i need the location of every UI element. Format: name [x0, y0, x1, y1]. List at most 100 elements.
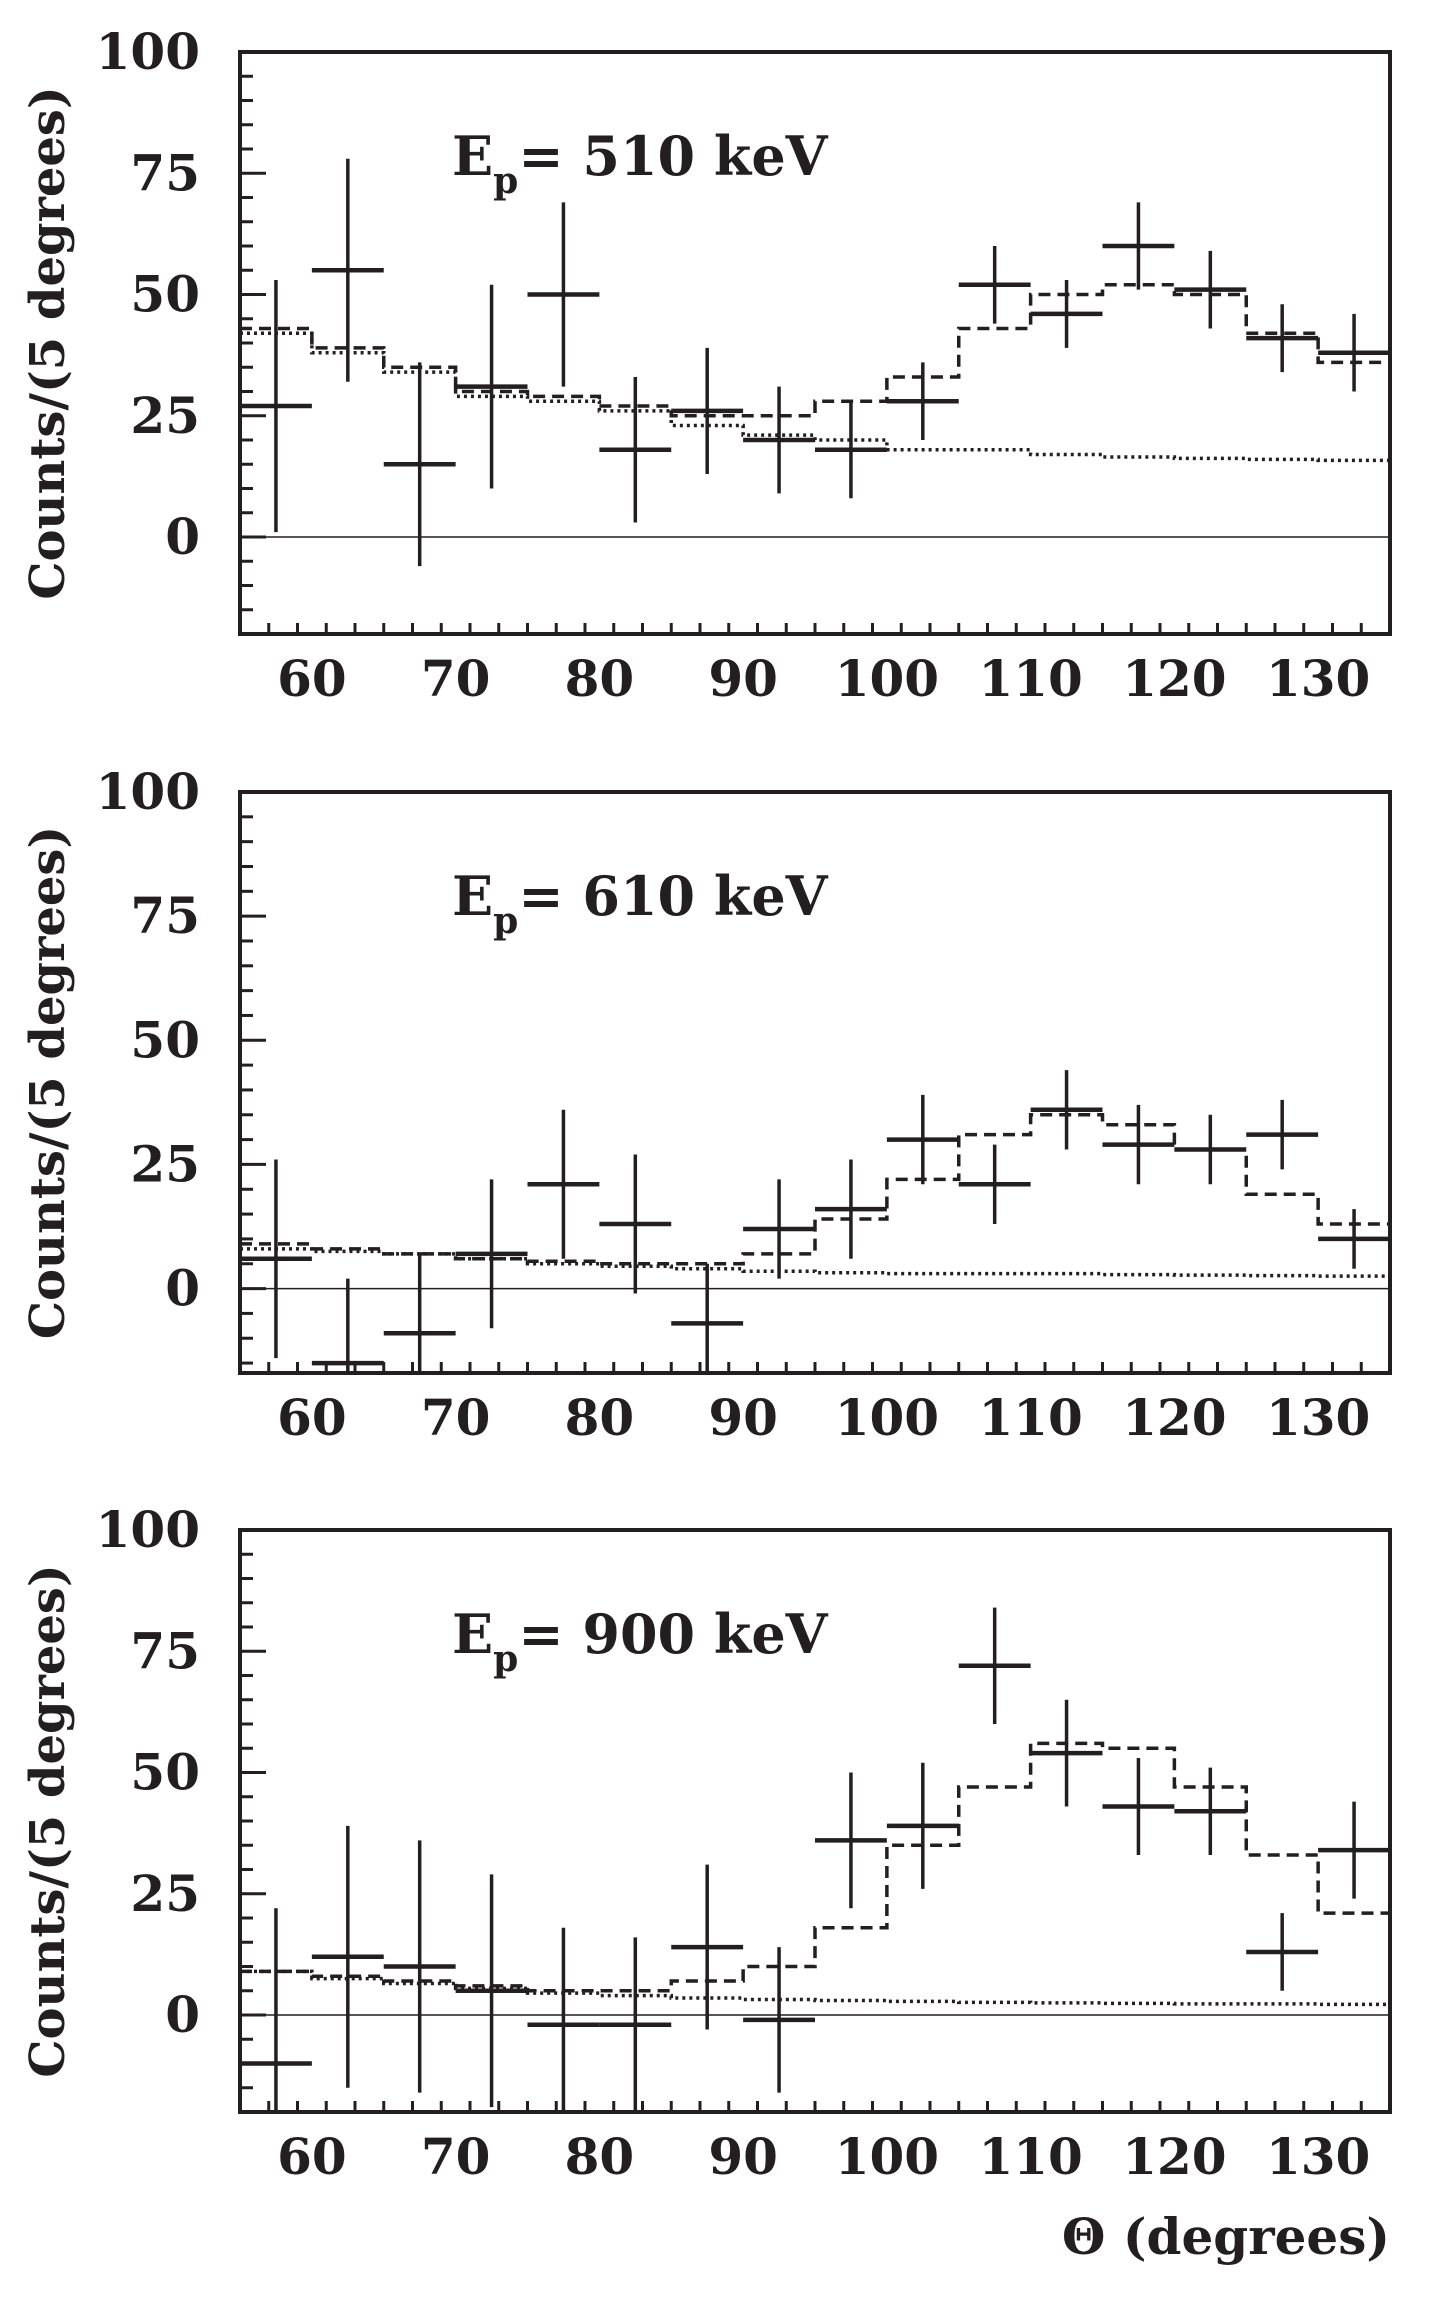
- y-axis-label: Counts/(5 degrees): [20, 826, 76, 1339]
- energy-annotation-sub: p: [493, 1638, 518, 1680]
- data-point: [1246, 1099, 1319, 1170]
- data-point: [886, 1762, 959, 1889]
- data-point: [1102, 1104, 1175, 1185]
- energy-annotation-rest: = 510 keV: [518, 124, 828, 188]
- energy-annotation: Ep= 510 keV: [452, 124, 829, 202]
- x-tick-label: 120: [1122, 649, 1226, 708]
- data-point: [1318, 313, 1390, 392]
- data-point: [1246, 1913, 1319, 1991]
- x-tick-label: 60: [277, 649, 347, 708]
- data-point: [1174, 250, 1247, 329]
- data-point: [240, 1159, 312, 1359]
- data-point: [1102, 1757, 1175, 1855]
- series-dotted-background: [240, 1969, 1390, 2007]
- x-tick-label: 80: [565, 1388, 635, 1447]
- data-point: [455, 284, 528, 489]
- series-dashed-fit: [240, 1113, 1390, 1266]
- y-tick-label: 50: [130, 265, 200, 324]
- data-point: [1174, 1114, 1247, 1185]
- energy-annotation-sub: p: [493, 900, 518, 942]
- series-dotted-background: [240, 1247, 1390, 1278]
- x-tick-label: 100: [835, 1388, 939, 1447]
- x-tick-label: 60: [277, 1388, 347, 1447]
- series-dotted-background: [240, 331, 1390, 463]
- energy-annotation-main: E: [452, 124, 493, 188]
- energy-annotation-rest: = 900 keV: [518, 1602, 828, 1666]
- y-tick-label: 75: [130, 1621, 200, 1680]
- energy-annotation-sub: p: [493, 160, 518, 202]
- x-tick-label: 120: [1122, 2127, 1226, 2186]
- data-point: [743, 1947, 815, 2093]
- energy-annotation: Ep= 610 keV: [452, 864, 829, 942]
- energy-annotation-main: E: [452, 1602, 493, 1666]
- x-tick-label: 90: [708, 1388, 778, 1447]
- data-point: [671, 347, 744, 474]
- y-tick-label: 75: [130, 886, 200, 945]
- chart-panel-1: 60 70 80 90 100 110 120 130 0 25 50 75 100 Counts/(5 …: [20, 22, 1392, 708]
- x-tick-label: 100: [835, 2127, 939, 2186]
- data-point: [1102, 202, 1175, 290]
- data-point: [886, 1094, 959, 1185]
- data-point: [240, 279, 312, 533]
- x-tick-label: 90: [708, 649, 778, 708]
- x-axis-label: Θ (degrees): [1062, 2207, 1390, 2266]
- x-tick-label: 60: [277, 2127, 347, 2186]
- data-point: [743, 1179, 815, 1279]
- data-point: [527, 1109, 600, 1259]
- y-axis-label: Counts/(5 degrees): [20, 86, 76, 599]
- data-point: [815, 1159, 887, 1259]
- data-point: [671, 1263, 744, 1373]
- x-tick-label: 130: [1266, 1388, 1370, 1447]
- x-tick-label: 130: [1266, 649, 1370, 708]
- x-tick-label: 100: [835, 649, 939, 708]
- data-point: [1030, 1070, 1103, 1150]
- data-point: [383, 1840, 456, 2093]
- data-point: [1174, 1767, 1247, 1855]
- data-point: [383, 362, 456, 567]
- data-point: [383, 1253, 456, 1373]
- x-tick-label: 90: [708, 2127, 778, 2186]
- y-tick-label: 0: [165, 1985, 200, 2044]
- x-tick-label: 70: [421, 649, 491, 708]
- data-point: [1030, 1699, 1103, 1807]
- energy-annotation-main: E: [452, 864, 493, 928]
- data-point: [886, 362, 959, 440]
- y-tick-label: 75: [130, 143, 200, 202]
- y-tick-label: 25: [130, 1864, 200, 1923]
- data-point: [455, 1874, 528, 2108]
- data-point: [527, 202, 600, 387]
- data-point: [958, 246, 1031, 324]
- data-point: [958, 1144, 1031, 1225]
- chart-panel-2: 60 70 80 90 100 110 120 130 0 25 50 75 100 Counts/(5 …: [20, 762, 1392, 1447]
- data-point: [455, 1179, 528, 1329]
- y-tick-label: 0: [165, 1259, 200, 1318]
- data-point: [958, 1607, 1031, 1724]
- data-point: [1318, 1801, 1390, 1899]
- data-point: [311, 1825, 384, 2088]
- data-point: [599, 1154, 672, 1294]
- x-tick-label: 110: [978, 2127, 1082, 2186]
- data-point: [671, 1864, 744, 2030]
- data-point: [599, 1937, 672, 2112]
- x-tick-label: 110: [978, 1388, 1082, 1447]
- y-tick-label: 0: [165, 507, 200, 566]
- x-tick-label: 130: [1266, 2127, 1370, 2186]
- energy-annotation-rest: = 610 keV: [518, 864, 828, 928]
- x-tick-label: 110: [978, 649, 1082, 708]
- chart-panel-3: 60 70 80 90 100 110 120 130 0 25 50 75 100 Counts/(5 …: [20, 1500, 1392, 2266]
- data-point: [311, 158, 384, 382]
- energy-annotation: Ep= 900 keV: [452, 1602, 829, 1680]
- y-tick-label: 50: [130, 1743, 200, 1802]
- data-point: [815, 1772, 887, 1909]
- data-point: [743, 386, 815, 494]
- data-point: [815, 401, 887, 499]
- data-point: [1246, 304, 1319, 373]
- data-point: [311, 1278, 384, 1373]
- y-tick-label: 25: [130, 386, 200, 445]
- data-point: [527, 1927, 600, 2112]
- series-dashed-fit: [240, 1741, 1390, 1993]
- y-tick-label: 100: [96, 762, 200, 821]
- series-dashed-fit: [240, 283, 1390, 418]
- data-point: [599, 376, 672, 523]
